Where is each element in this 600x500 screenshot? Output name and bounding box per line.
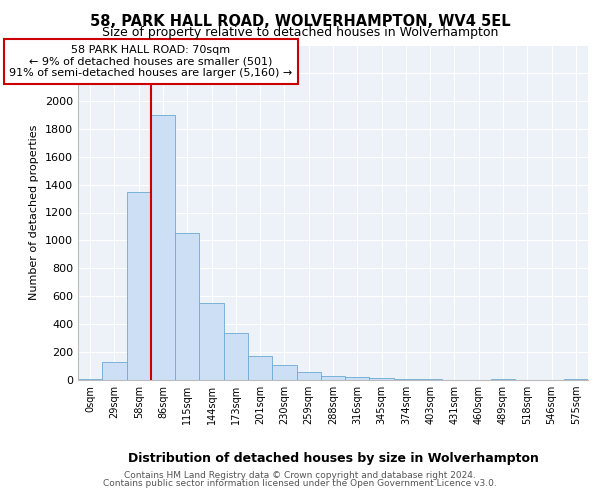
Bar bbox=[102, 362, 127, 380]
Bar bbox=[272, 366, 296, 380]
Text: Distribution of detached houses by size in Wolverhampton: Distribution of detached houses by size … bbox=[128, 452, 538, 465]
Bar bbox=[296, 372, 321, 380]
Text: Size of property relative to detached houses in Wolverhampton: Size of property relative to detached ho… bbox=[102, 26, 498, 39]
Bar bbox=[370, 378, 394, 380]
Bar bbox=[321, 376, 345, 380]
Text: Contains HM Land Registry data © Crown copyright and database right 2024.: Contains HM Land Registry data © Crown c… bbox=[124, 471, 476, 480]
Y-axis label: Number of detached properties: Number of detached properties bbox=[29, 125, 40, 300]
Bar bbox=[127, 192, 151, 380]
Bar bbox=[248, 356, 272, 380]
Text: Contains public sector information licensed under the Open Government Licence v3: Contains public sector information licen… bbox=[103, 478, 497, 488]
Bar bbox=[175, 234, 199, 380]
Bar bbox=[151, 115, 175, 380]
Bar bbox=[224, 332, 248, 380]
Text: 58, PARK HALL ROAD, WOLVERHAMPTON, WV4 5EL: 58, PARK HALL ROAD, WOLVERHAMPTON, WV4 5… bbox=[89, 14, 511, 29]
Bar bbox=[345, 377, 370, 380]
Bar bbox=[394, 378, 418, 380]
Text: 58 PARK HALL ROAD: 70sqm
← 9% of detached houses are smaller (501)
91% of semi-d: 58 PARK HALL ROAD: 70sqm ← 9% of detache… bbox=[9, 45, 292, 78]
Bar bbox=[78, 378, 102, 380]
Bar bbox=[199, 303, 224, 380]
